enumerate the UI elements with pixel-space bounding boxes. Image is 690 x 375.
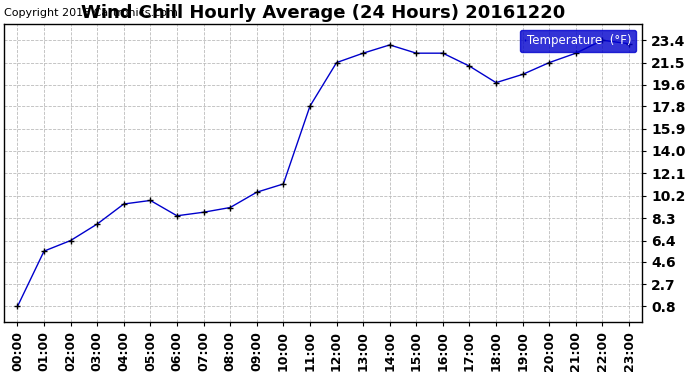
Text: Copyright 2016 Cartronics.com: Copyright 2016 Cartronics.com xyxy=(4,8,178,18)
Legend: Temperature  (°F): Temperature (°F) xyxy=(520,30,636,52)
Title: Wind Chill Hourly Average (24 Hours) 20161220: Wind Chill Hourly Average (24 Hours) 201… xyxy=(81,4,565,22)
